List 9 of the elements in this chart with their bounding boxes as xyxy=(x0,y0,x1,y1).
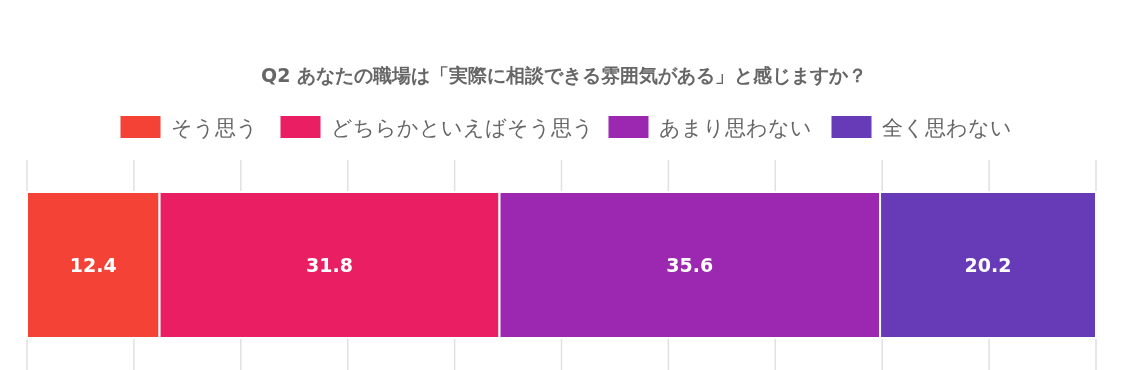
data-label: 31.8 xyxy=(306,253,353,276)
data-label: 35.6 xyxy=(666,253,714,276)
data-label: 12.4 xyxy=(69,253,117,276)
legend-label: 全く思わない xyxy=(881,116,1012,141)
legend-label: あまり思わない xyxy=(658,116,812,141)
chart-title: Q2 あなたの職場は「実際に相談できる雰囲気がある」と感じますか？ xyxy=(261,64,867,86)
data-label: 20.2 xyxy=(964,253,1012,276)
legend-label: そう思う xyxy=(170,116,258,141)
legend-label: どちらかといえばそう思う xyxy=(330,116,594,141)
